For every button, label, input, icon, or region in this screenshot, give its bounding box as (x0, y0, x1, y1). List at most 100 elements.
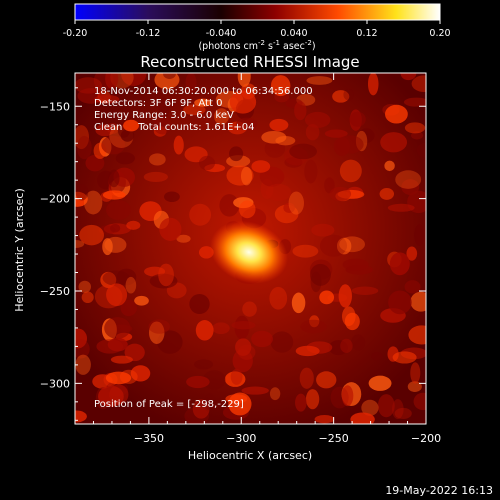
texture-speckle (339, 159, 362, 183)
x-tick-label: −250 (319, 432, 349, 445)
texture-speckle (163, 73, 176, 79)
texture-speckle (81, 291, 94, 304)
texture-speckle (76, 135, 92, 160)
texture-speckle (149, 273, 178, 289)
info-annotations: 18-Nov-2014 06:30:20.000 to 06:34:56.000… (94, 86, 313, 410)
texture-speckle (183, 104, 206, 116)
texture-speckle (107, 337, 128, 352)
texture-speckle (380, 132, 408, 153)
texture-speckle (408, 325, 426, 345)
texture-speckle (230, 368, 243, 385)
y-tick-label: −150 (40, 100, 70, 113)
plot-frame (74, 72, 427, 425)
texture-speckle (265, 183, 292, 201)
texture-speckle (75, 410, 87, 423)
texture-speckle (121, 73, 147, 86)
texture-speckle (148, 321, 165, 344)
texture-speckle (124, 343, 145, 362)
texture-speckle (232, 349, 253, 373)
heatmap-image (75, 73, 426, 424)
texture-speckle (159, 217, 182, 241)
texture-speckle (388, 290, 412, 315)
colorbar-tick-label: 0.12 (356, 28, 377, 39)
texture-speckle (101, 135, 126, 155)
texture-speckle (116, 268, 137, 286)
texture-speckle (214, 108, 230, 125)
texture-speckle (75, 125, 90, 150)
texture-speckle (158, 263, 174, 287)
y-tick-label: −250 (40, 285, 70, 298)
x-axis: −350 −300 −250 −200 (74, 73, 441, 445)
texture-speckle (75, 239, 85, 249)
texture-speckle (102, 190, 126, 200)
texture-speckle (379, 187, 395, 200)
texture-speckle (153, 126, 167, 137)
texture-speckle (102, 270, 130, 286)
y-axis-label: Heliocentric Y (arcsec) (13, 188, 26, 312)
texture-speckle (367, 73, 379, 96)
x-tick-label: −350 (134, 432, 164, 445)
texture-speckle (389, 252, 410, 276)
texture-speckle (94, 94, 120, 104)
texture-speckle (224, 371, 246, 387)
texture-speckle (309, 315, 320, 328)
texture-speckle (105, 371, 132, 385)
texture-speckle (102, 238, 113, 256)
colorbar-tick-label: -0.12 (136, 28, 161, 39)
texture-speckle (411, 75, 426, 92)
texture-speckle (324, 129, 348, 138)
texture-speckle (410, 131, 424, 140)
texture-speckle (219, 194, 240, 217)
texture-speckle (404, 122, 426, 134)
texture-speckle (110, 355, 133, 364)
texture-speckle (304, 111, 331, 128)
texture-speckle (295, 393, 307, 412)
info-energy-range: Energy Range: 3.0 - 6.0 keV (94, 110, 234, 121)
texture-speckle (351, 334, 366, 351)
texture-speckle (130, 365, 151, 382)
texture-speckle (85, 154, 105, 172)
texture-speckle (79, 224, 105, 246)
texture-speckle (235, 338, 252, 356)
texture-speckle (75, 184, 89, 201)
texture-speckle (153, 115, 172, 135)
texture-speckle (192, 399, 210, 419)
texture-speckle (288, 191, 304, 215)
texture-speckle (316, 371, 337, 389)
texture-speckle (319, 234, 348, 257)
heatmap-texture (75, 73, 426, 424)
texture-speckle (284, 156, 303, 168)
texture-speckle (401, 179, 420, 196)
texture-speckle (294, 101, 307, 121)
y-tick-label: −200 (40, 193, 70, 206)
texture-speckle (392, 351, 417, 364)
texture-speckle (410, 291, 426, 312)
texture-speckle (186, 375, 210, 389)
colorbar-ticks: -0.20 -0.12 -0.040 0.040 0.12 0.20 (63, 20, 451, 39)
footer-timestamp: 19-May-2022 16:13 (385, 484, 493, 497)
texture-speckle (105, 73, 119, 89)
texture-speckle (185, 73, 197, 93)
texture-speckle (164, 191, 180, 203)
texture-speckle (304, 159, 318, 184)
texture-speckle (295, 345, 320, 357)
texture-speckle (270, 75, 291, 97)
texture-speckle (125, 276, 137, 294)
texture-speckle (332, 90, 350, 103)
texture-speckle (270, 331, 294, 353)
texture-speckle (189, 293, 210, 315)
colorbar-tick-label: -0.040 (206, 28, 237, 39)
texture-speckle (300, 319, 327, 334)
texture-speckle (194, 359, 214, 370)
texture-speckle (394, 407, 412, 420)
texture-speckle (336, 237, 352, 255)
texture-speckle (143, 171, 168, 183)
texture-speckle (148, 153, 166, 166)
texture-speckle (370, 351, 383, 361)
texture-speckle (283, 202, 295, 214)
texture-speckle (176, 234, 191, 243)
texture-speckle (231, 321, 256, 330)
texture-speckle (299, 367, 314, 389)
texture-speckle (75, 339, 90, 359)
texture-speckle (106, 200, 131, 220)
